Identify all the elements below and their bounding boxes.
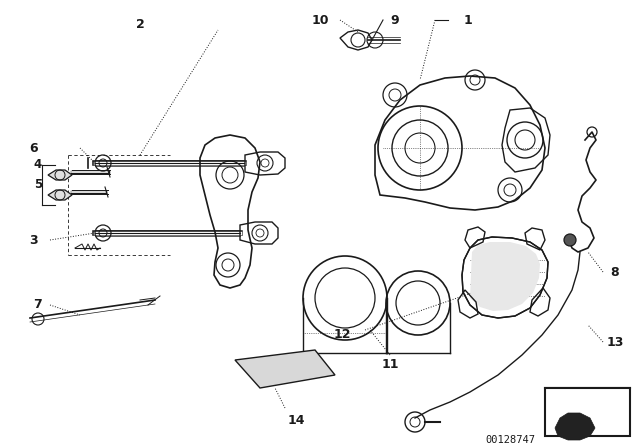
Circle shape xyxy=(564,234,576,246)
Text: 6: 6 xyxy=(29,142,38,155)
Text: 10: 10 xyxy=(311,13,329,26)
Text: 00128747: 00128747 xyxy=(485,435,535,445)
Text: 4: 4 xyxy=(34,159,42,172)
Text: 1: 1 xyxy=(463,13,472,26)
Text: 2: 2 xyxy=(136,18,145,31)
Polygon shape xyxy=(48,170,72,180)
Text: 13: 13 xyxy=(606,336,624,349)
Text: 8: 8 xyxy=(611,266,620,279)
Polygon shape xyxy=(48,190,72,200)
Polygon shape xyxy=(235,350,335,388)
Text: 5: 5 xyxy=(34,178,42,191)
Text: 11: 11 xyxy=(381,358,399,371)
Polygon shape xyxy=(470,242,540,311)
Bar xyxy=(545,388,630,436)
Text: 12: 12 xyxy=(333,328,351,341)
Polygon shape xyxy=(555,413,595,440)
Text: 14: 14 xyxy=(287,414,305,426)
Text: 3: 3 xyxy=(29,233,38,246)
Text: 7: 7 xyxy=(34,298,42,311)
Text: 9: 9 xyxy=(390,13,399,26)
